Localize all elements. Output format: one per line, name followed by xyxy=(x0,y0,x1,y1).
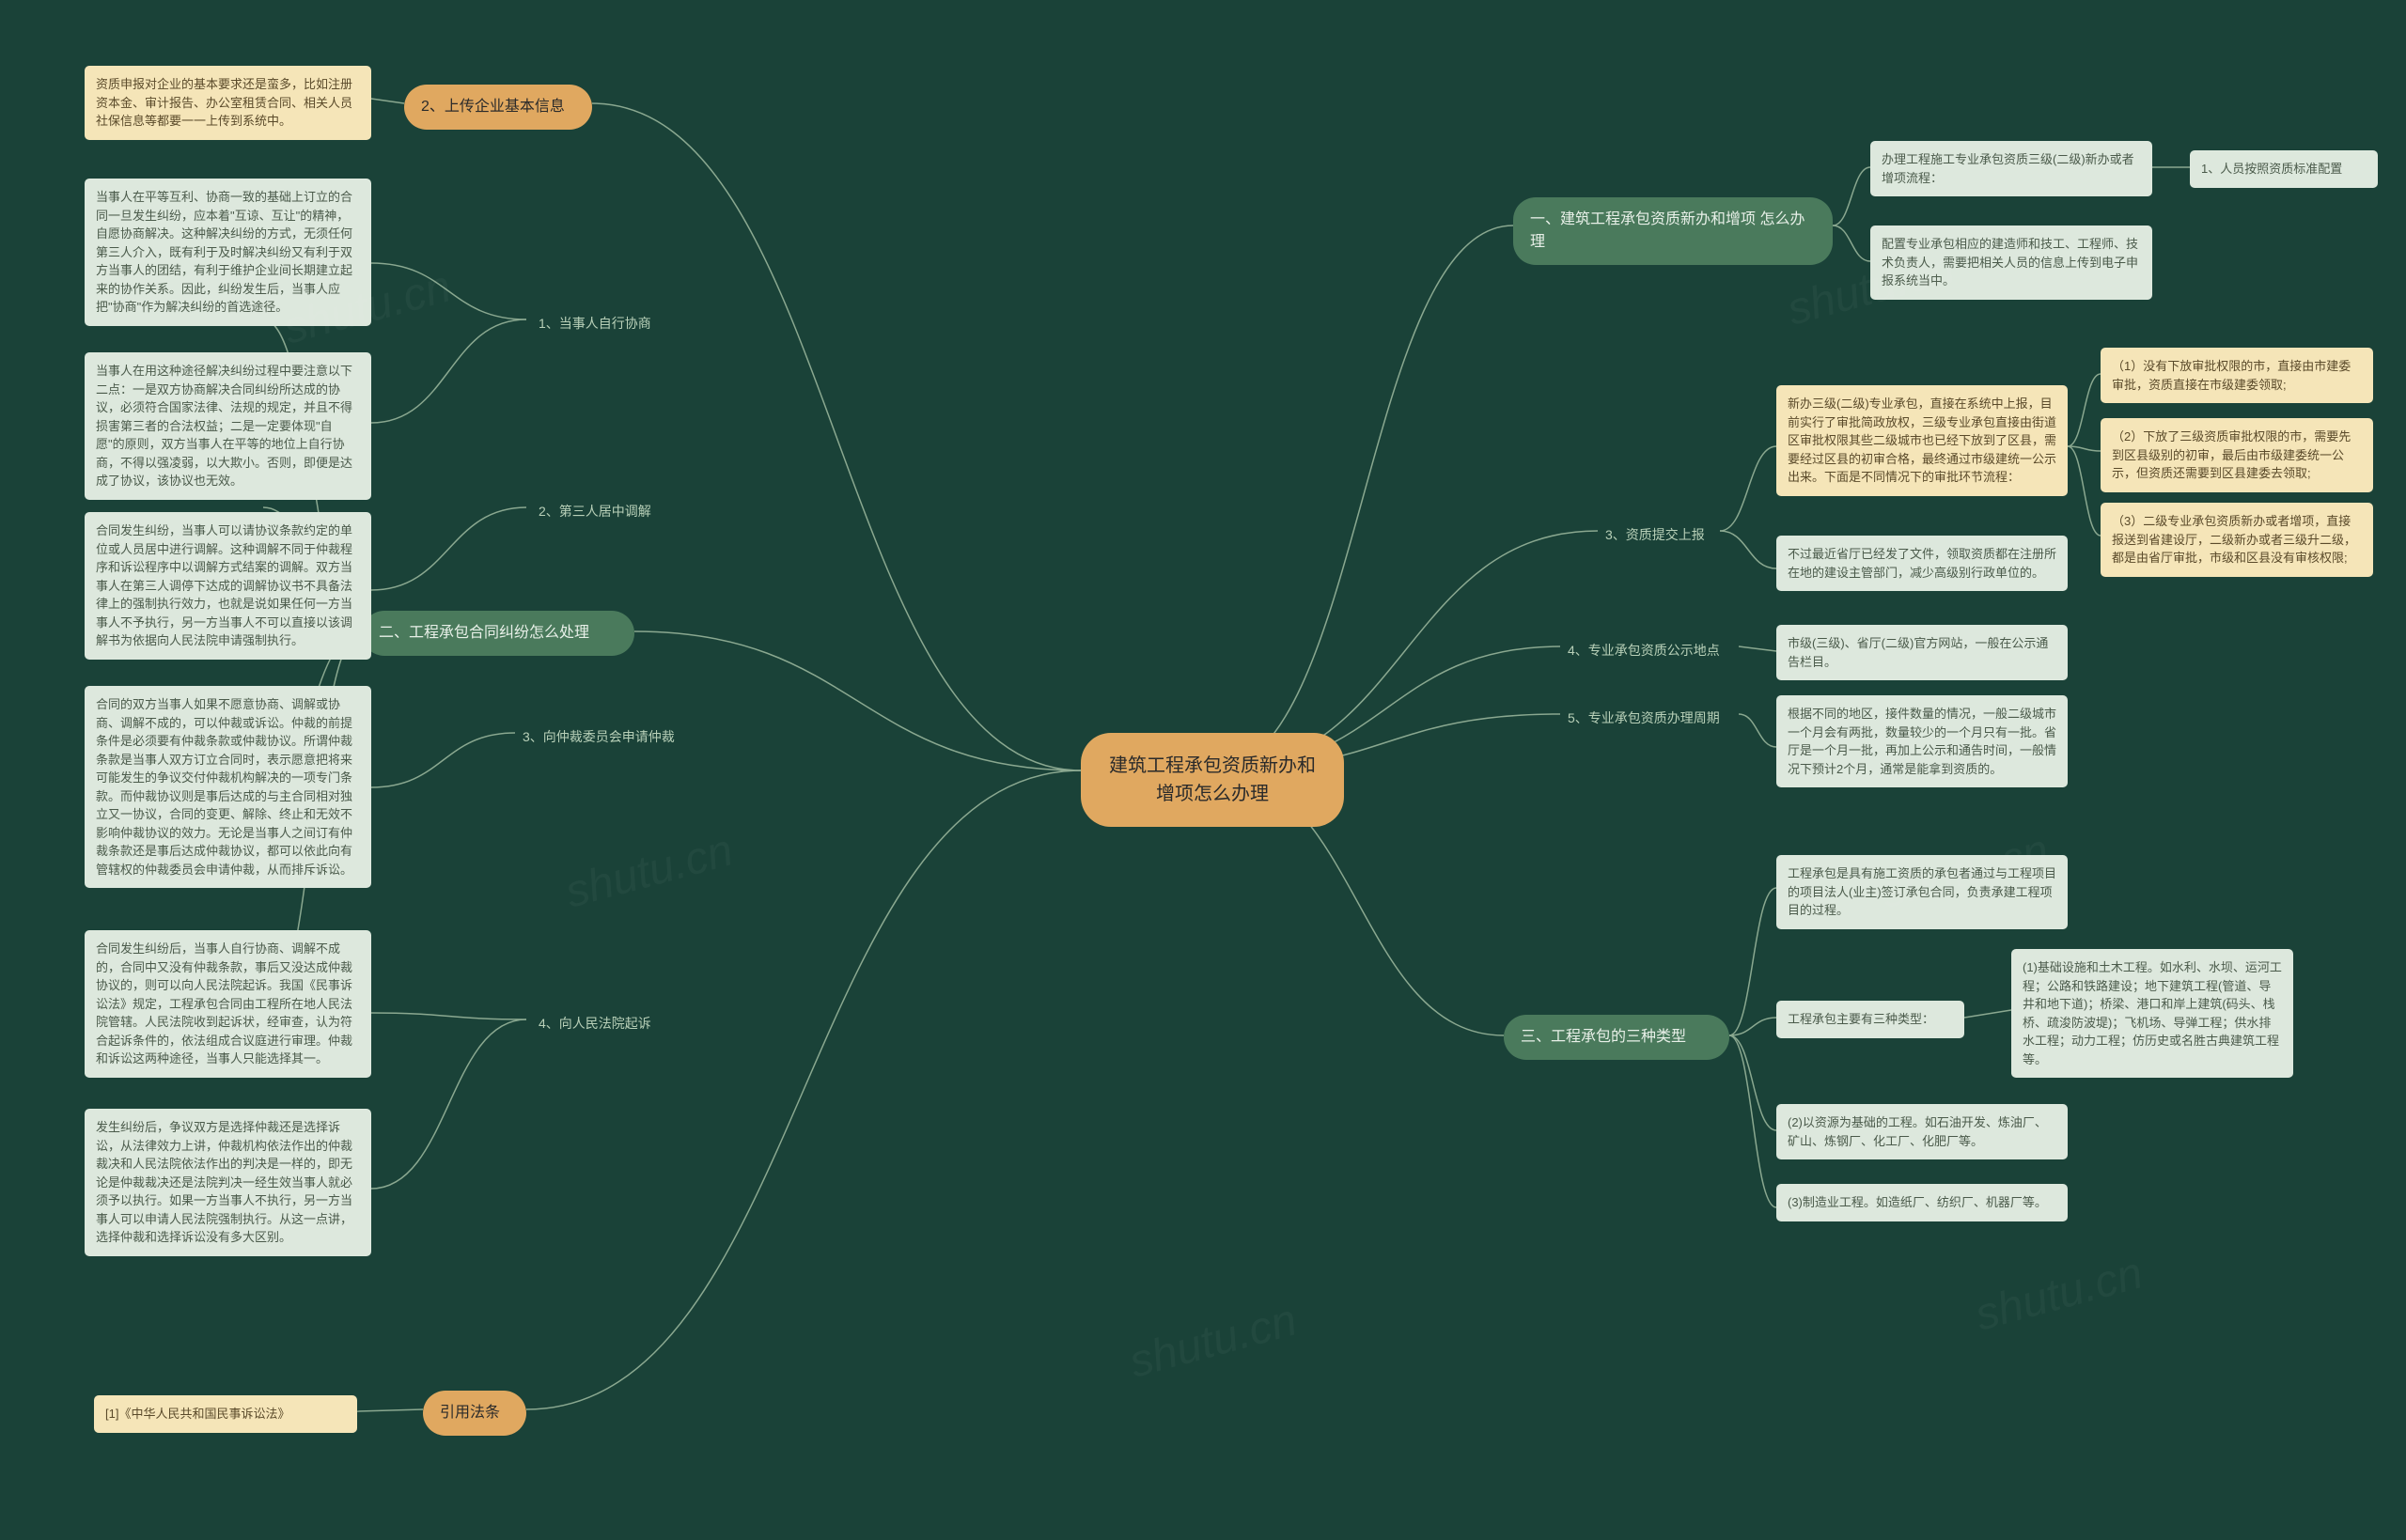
branch-3: 二、工程承包合同纠纷怎么处理 xyxy=(362,611,634,656)
leaf-s34-b: 发生纠纷后，争议双方是选择仲裁还是选择诉讼，从法律效力上讲，仲裁机构依法作出的仲… xyxy=(85,1109,371,1256)
leaf-s31-a: 当事人在平等互利、协商一致的基础上订立的合同一旦发生纠纷，应本着"互谅、互让"的… xyxy=(85,179,371,326)
leaf-r3-1c: （3）二级专业承包资质新办或者增项，直接报送到省建设厅，二级新办或者三级升二级，… xyxy=(2101,503,2373,577)
sublabel-r5: 5、专业承包资质办理周期 xyxy=(1560,705,1727,732)
sublabel-s33: 3、向仲裁委员会申请仲裁 xyxy=(515,723,682,751)
leaf-s32: 合同发生纠纷，当事人可以请协议条款约定的单位或人员居中进行调解。这种调解不同于仲… xyxy=(85,512,371,660)
branch-5: 三、工程承包的三种类型 xyxy=(1504,1015,1729,1060)
leaf-s31-b: 当事人在用这种途径解决纠纷过程中要注意以下二点：一是双方协商解决合同纠纷所达成的… xyxy=(85,352,371,500)
leaf-b5-1: 工程承包是具有施工资质的承包者通过与工程项目的项目法人(业主)签订承包合同，负责… xyxy=(1776,855,2068,929)
sublabel-s31: 1、当事人自行协商 xyxy=(531,310,659,337)
leaf-r5-1: 根据不同的地区，接件数量的情况，一般二级城市一个月会有两批，数量较少的一个月只有… xyxy=(1776,695,2068,787)
leaf-r3-1b: （2）下放了三级资质审批权限的市，需要先到区县级别的初审，最后由市级建委统一公示… xyxy=(2101,418,2373,492)
sublabel-s32: 2、第三人居中调解 xyxy=(531,498,659,525)
leaf-b1-2: 配置专业承包相应的建造师和技工、工程师、技术负责人，需要把相关人员的信息上传到电… xyxy=(1870,226,2152,300)
sublabel-r4: 4、专业承包资质公示地点 xyxy=(1560,637,1727,664)
leaf-r3-1a: （1）没有下放审批权限的市，直接由市建委审批，资质直接在市级建委领取; xyxy=(2101,348,2373,403)
sublabel-r3: 3、资质提交上报 xyxy=(1598,521,1712,549)
leaf-b1-1: 办理工程施工专业承包资质三级(二级)新办或者增项流程： xyxy=(1870,141,2152,196)
leaf-b2-1: 资质申报对企业的基本要求还是蛮多，比如注册资本金、审计报告、办公室租赁合同、相关… xyxy=(85,66,371,140)
watermark: shutu.cn xyxy=(1124,1294,1303,1388)
leaf-b4-1: [1]《中华人民共和国民事诉讼法》 xyxy=(94,1395,357,1433)
leaf-r3-1: 新办三级(二级)专业承包，直接在系统中上报，目前实行了审批简政放权，三级专业承包… xyxy=(1776,385,2068,496)
branch-1: 一、建筑工程承包资质新办和增项 怎么办理 xyxy=(1513,197,1833,265)
leaf-b5-2: 工程承包主要有三种类型： xyxy=(1776,1001,1964,1038)
leaf-b5-2a: (1)基础设施和土木工程。如水利、水坝、运河工程；公路和铁路建设；地下建筑工程(… xyxy=(2011,949,2293,1078)
leaf-r4-1: 市级(三级)、省厅(二级)官方网站，一般在公示通告栏目。 xyxy=(1776,625,2068,680)
sublabel-s34: 4、向人民法院起诉 xyxy=(531,1010,659,1037)
watermark: shutu.cn xyxy=(560,824,739,918)
center-node: 建筑工程承包资质新办和 增项怎么办理 xyxy=(1081,733,1344,827)
leaf-s33: 合同的双方当事人如果不愿意协商、调解或协商、调解不成的，可以仲裁或诉讼。仲裁的前… xyxy=(85,686,371,888)
leaf-b5-3: (2)以资源为基础的工程。如石油开发、炼油厂、矿山、炼钢厂、化工厂、化肥厂等。 xyxy=(1776,1104,2068,1159)
branch-4: 引用法条 xyxy=(423,1391,526,1436)
leaf-b1-1r: 1、人员按照资质标准配置 xyxy=(2190,150,2378,188)
watermark: shutu.cn xyxy=(1970,1247,2148,1341)
branch-2: 2、上传企业基本信息 xyxy=(404,85,592,130)
leaf-b5-4: (3)制造业工程。如造纸厂、纺织厂、机器厂等。 xyxy=(1776,1184,2068,1221)
leaf-s34-a: 合同发生纠纷后，当事人自行协商、调解不成的，合同中又没有仲裁条款，事后又没达成仲… xyxy=(85,930,371,1078)
leaf-r3-2: 不过最近省厅已经发了文件，领取资质都在注册所在地的建设主管部门，减少高级别行政单… xyxy=(1776,536,2068,591)
